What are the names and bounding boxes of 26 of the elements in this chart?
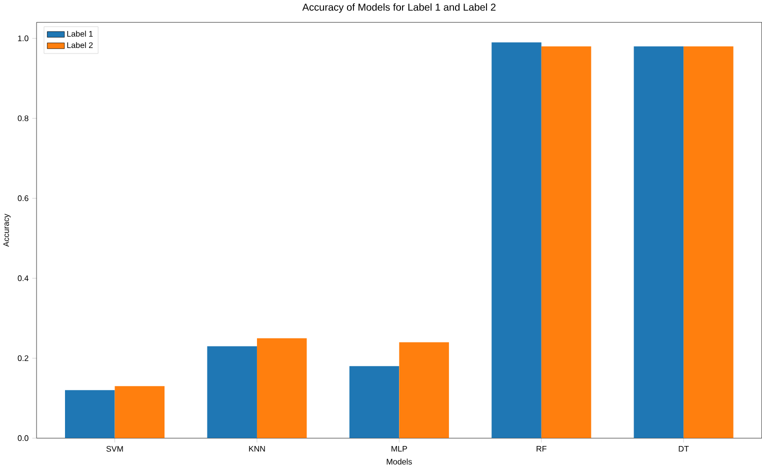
- bar: [492, 42, 542, 438]
- bar: [349, 366, 400, 438]
- bar: [256, 338, 307, 438]
- bar: [114, 386, 165, 438]
- y-axis-title: Accuracy: [3, 214, 11, 247]
- y-tick-label: 0.2: [18, 355, 28, 362]
- y-tick-label: 0.6: [18, 195, 28, 202]
- x-tick-label: RF: [536, 446, 546, 452]
- y-tick-label: 0.8: [18, 116, 28, 122]
- x-tick-label: MLP: [392, 446, 408, 452]
- bar: [64, 390, 115, 438]
- bar: [684, 46, 734, 438]
- x-tick-label: SVM: [106, 446, 123, 452]
- y-tick-label: 1.0: [18, 36, 28, 42]
- x-tick-label: KNN: [249, 446, 265, 452]
- bar: [541, 46, 592, 438]
- x-axis-title: Models: [386, 458, 412, 465]
- bar: [399, 342, 449, 438]
- bar: [207, 346, 257, 438]
- legend-label: Label 2: [67, 42, 93, 48]
- bar: [634, 46, 684, 438]
- x-tick-label: DT: [678, 446, 689, 452]
- chart-title: Accuracy of Models for Label 1 and Label 2: [302, 3, 496, 13]
- y-tick-label: 0.0: [18, 435, 28, 442]
- y-tick-label: 0.4: [18, 275, 28, 282]
- legend-label: Label 1: [67, 30, 93, 37]
